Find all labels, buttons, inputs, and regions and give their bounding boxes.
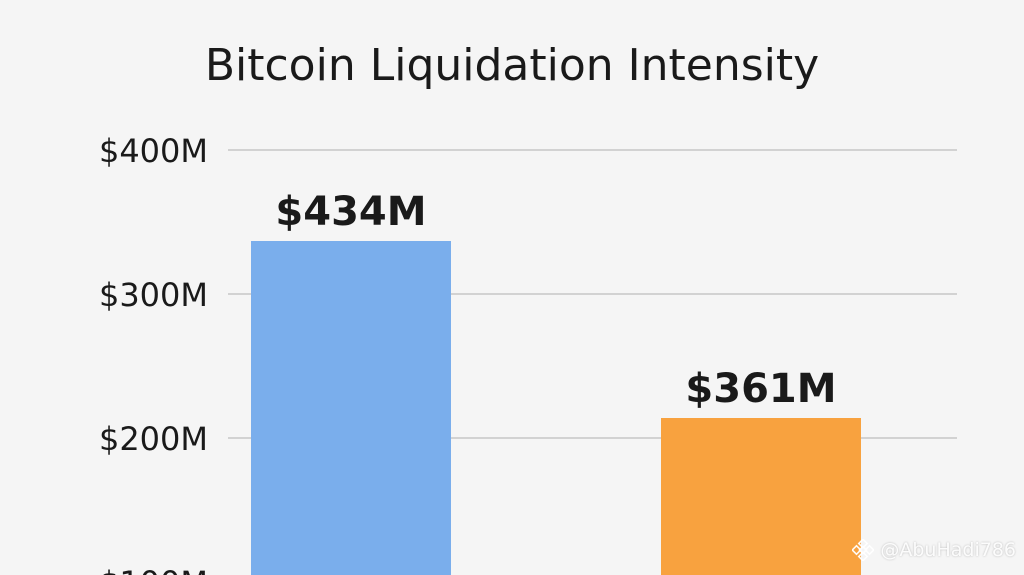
y-tick-label: $100M [99,564,208,575]
bar-layer [251,241,861,575]
y-tick-label: $400M [99,132,208,170]
watermark: @AbuHadi786 [852,539,1016,561]
y-tick-label: $300M [99,276,208,314]
watermark-handle: @AbuHadi786 [880,539,1016,561]
label-layer: $100M $200M $300M $400M $434M $361M [99,132,837,575]
bar [661,418,861,575]
bar [251,241,451,575]
chart-title: Bitcoin Liquidation Intensity [205,40,819,91]
binance-logo-icon [852,539,875,561]
y-tick-label: $200M [99,420,208,458]
bar-value-label: $434M [275,189,426,235]
bar-value-label: $361M [685,366,836,412]
